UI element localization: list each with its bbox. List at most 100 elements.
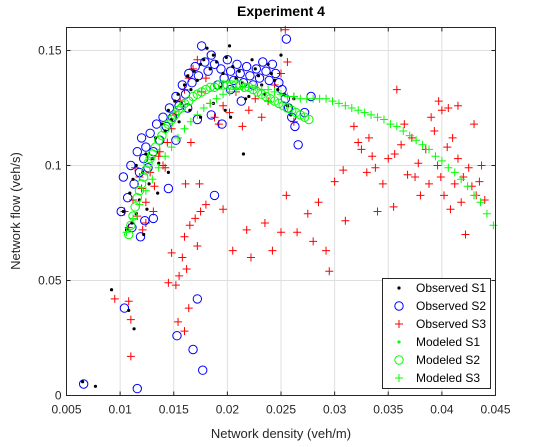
point-observed-s1 — [234, 76, 238, 80]
legend-label: Modeled S2 — [416, 353, 480, 367]
point-observed-s3 — [201, 200, 210, 209]
point-observed-s1 — [182, 83, 187, 87]
point-observed-s2 — [254, 73, 265, 83]
point-observed-s1 — [202, 58, 206, 62]
point-observed-s3 — [186, 138, 195, 147]
point-modeled-s3 — [161, 152, 170, 161]
point-observed-s3 — [303, 209, 312, 218]
point-observed-s3 — [425, 179, 434, 188]
point-observed-s1 — [241, 152, 246, 156]
point-observed-s2 — [251, 64, 262, 74]
x-tick-label: 0.025 — [266, 403, 296, 417]
point-observed-s2 — [196, 41, 207, 51]
point-modeled-s3 — [437, 156, 446, 165]
x-tick-label: 0.005 — [51, 403, 81, 417]
point-observed-s2 — [145, 128, 155, 139]
point-observed-s3 — [178, 253, 187, 262]
point-observed-s3 — [219, 101, 228, 110]
point-observed-s1 — [134, 163, 138, 168]
point-modeled-s3 — [482, 209, 491, 218]
point-observed-s1 — [221, 71, 225, 76]
point-observed-s3 — [403, 170, 412, 179]
series-observed-s1 — [80, 44, 296, 388]
point-observed-s3 — [242, 225, 251, 234]
point-observed-s1 — [227, 44, 232, 48]
point-modeled-s3 — [450, 168, 459, 177]
point-modeled-s2 — [231, 80, 241, 90]
point-observed-s2 — [177, 80, 188, 90]
point-observed-s2 — [258, 57, 268, 67]
point-observed-s1 — [247, 94, 251, 99]
point-modeled-s2 — [163, 119, 174, 129]
point-observed-s1 — [93, 384, 98, 388]
point-modeled-s3 — [476, 198, 485, 207]
point-observed-s2 — [158, 112, 168, 122]
point-modeled-s3 — [128, 214, 137, 223]
point-observed-s1 — [215, 60, 219, 64]
point-observed-s3 — [219, 205, 228, 214]
point-observed-s3 — [464, 163, 473, 172]
point-observed-s2 — [182, 103, 193, 113]
x-tick-label: 0.01 — [108, 403, 132, 417]
point-modeled-s3 — [174, 133, 183, 142]
point-observed-s3 — [283, 58, 292, 66]
point-modeled-s2 — [176, 103, 186, 113]
point-modeled-s3 — [270, 87, 279, 96]
point-observed-s2 — [229, 75, 239, 86]
point-observed-s2 — [118, 172, 129, 182]
point-observed-s3 — [246, 253, 255, 262]
point-modeled-s3 — [289, 92, 298, 101]
point-observed-s2 — [203, 66, 213, 76]
x-tick-label: 0.03 — [323, 403, 347, 417]
point-observed-s1 — [147, 182, 151, 186]
point-modeled-s3 — [354, 106, 363, 115]
point-modeled-s3 — [148, 175, 157, 184]
point-observed-s3 — [389, 202, 398, 211]
point-observed-s1 — [231, 65, 235, 69]
point-modeled-s3 — [405, 131, 414, 140]
point-observed-s2 — [167, 112, 178, 122]
point-modeled-s3 — [367, 110, 376, 119]
point-observed-s3 — [180, 327, 189, 336]
point-observed-s1 — [144, 152, 148, 156]
point-modeled-s2 — [145, 153, 155, 164]
series-modeled-s3 — [122, 83, 498, 237]
point-observed-s3 — [427, 113, 436, 122]
point-observed-s2 — [140, 216, 150, 226]
point-modeled-s2 — [134, 186, 145, 196]
point-modeled-s2 — [124, 229, 134, 240]
point-observed-s3 — [411, 173, 420, 181]
point-observed-s3 — [397, 140, 406, 149]
point-observed-s2 — [235, 68, 245, 79]
point-observed-s3 — [373, 207, 382, 216]
point-observed-s3 — [325, 267, 334, 276]
point-observed-s1 — [166, 170, 170, 174]
point-observed-s3 — [193, 242, 202, 250]
point-observed-s3 — [228, 246, 237, 255]
point-observed-s3 — [314, 198, 323, 207]
point-modeled-s3 — [277, 90, 285, 99]
point-modeled-s3 — [399, 127, 408, 135]
point-observed-s3 — [184, 304, 193, 313]
point-observed-s3 — [443, 143, 452, 152]
point-observed-s2 — [225, 66, 236, 76]
point-observed-s1 — [156, 191, 160, 195]
point-observed-s3 — [201, 74, 210, 83]
point-observed-s1 — [272, 78, 277, 82]
point-observed-s2 — [290, 121, 300, 132]
legend-marker — [394, 301, 404, 311]
point-modeled-s3 — [186, 117, 195, 126]
point-observed-s2 — [200, 57, 210, 67]
point-modeled-s3 — [212, 94, 221, 103]
point-observed-s1 — [127, 308, 131, 312]
point-modeled-s2 — [136, 179, 147, 189]
point-observed-s1 — [237, 69, 241, 73]
point-modeled-s3 — [199, 104, 208, 112]
point-observed-s3 — [138, 225, 147, 234]
point-observed-s3 — [277, 69, 285, 78]
x-tick-label: 0.035 — [373, 403, 403, 417]
point-observed-s3 — [195, 179, 204, 188]
series-observed-s3 — [110, 25, 489, 361]
point-observed-s3 — [341, 216, 350, 225]
